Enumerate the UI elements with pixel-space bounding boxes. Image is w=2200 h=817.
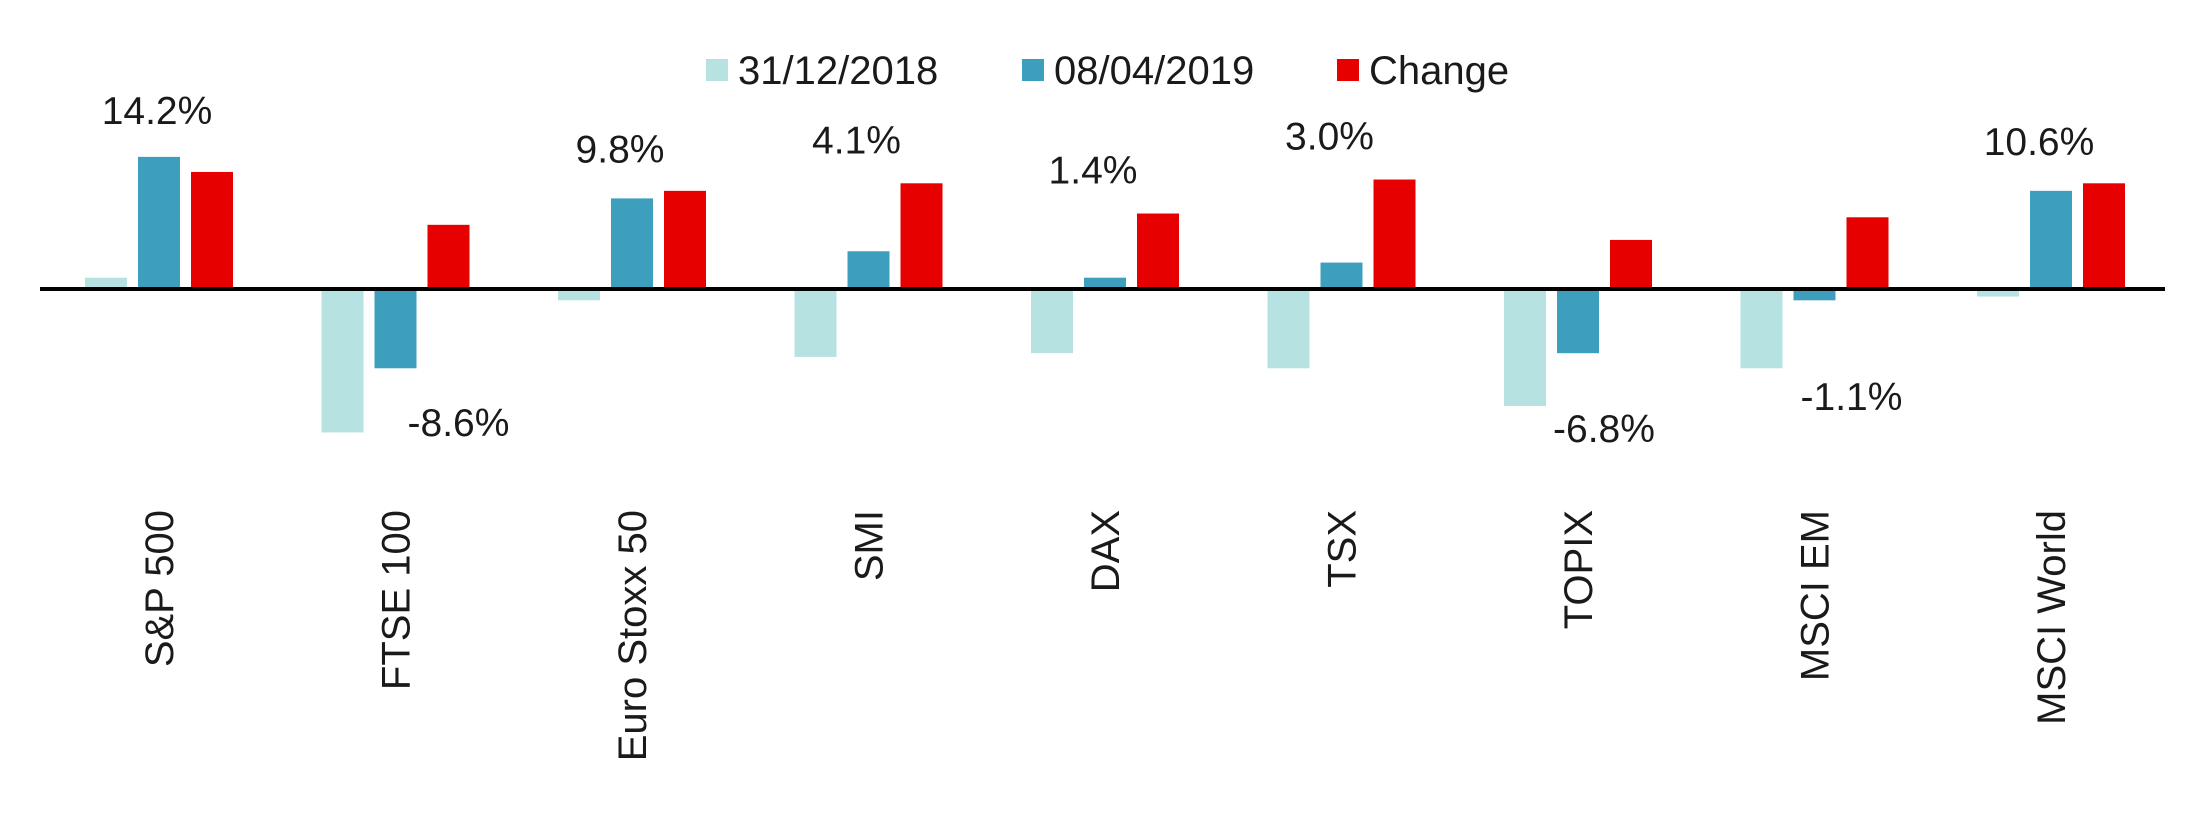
bar-2-3 — [611, 198, 653, 289]
data-label: 1.4% — [1049, 150, 1138, 193]
bar-1-7 — [1504, 289, 1546, 407]
bar-2-2 — [374, 289, 417, 369]
data-label: 14.2% — [102, 90, 213, 133]
data-label: 10.6% — [1984, 121, 2095, 164]
category-label: Euro Stoxx 50 — [611, 510, 655, 761]
bar-1-8 — [1740, 289, 1783, 369]
legend-swatch — [706, 59, 728, 81]
data-label: -6.8% — [1553, 408, 1655, 451]
legend-label: 31/12/2018 — [738, 49, 938, 93]
data-label: -1.1% — [1801, 376, 1903, 419]
bar-1-1 — [85, 277, 127, 289]
bar-3-9 — [2083, 183, 2125, 289]
bar-3-2 — [427, 224, 470, 289]
bar-3-4 — [900, 183, 943, 289]
data-label: 4.1% — [812, 119, 901, 162]
bar-1-9 — [1977, 289, 2019, 297]
legend-label: 08/04/2019 — [1054, 49, 1254, 93]
legend-swatch — [1337, 59, 1359, 81]
bar-2-4 — [847, 251, 890, 289]
category-label: TOPIX — [1557, 510, 1601, 629]
bar-1-6 — [1267, 289, 1310, 369]
data-label: 9.8% — [576, 128, 665, 171]
bar-3-6 — [1373, 179, 1416, 289]
bar-2-9 — [2030, 190, 2072, 289]
bar-2-8 — [1793, 289, 1836, 301]
bar-2-7 — [1557, 289, 1599, 354]
category-label: SMI — [848, 510, 892, 581]
category-label: FTSE 100 — [375, 510, 419, 690]
bar-1-2 — [321, 289, 364, 433]
category-label: MSCI EM — [1794, 510, 1838, 681]
bar-1-4 — [794, 289, 837, 357]
bar-2-5 — [1084, 277, 1126, 289]
category-label: DAX — [1084, 510, 1128, 592]
category-label: MSCI World — [2030, 510, 2074, 725]
category-labels: S&P 500 FTSE 100 Euro Stoxx 50 SMI DAX TSX TOP… — [138, 510, 2074, 761]
bar-1-5 — [1031, 289, 1073, 354]
bar-2-1 — [138, 156, 180, 289]
legend-label: Change — [1369, 49, 1509, 93]
bar-2-6 — [1320, 262, 1363, 289]
bar-3-8 — [1846, 217, 1889, 289]
bar-3-7 — [1610, 239, 1652, 289]
data-label: 3.0% — [1285, 116, 1374, 159]
bars — [85, 156, 2125, 433]
category-label: TSX — [1321, 510, 1365, 588]
data-labels: 14.2% -8.6% 9.8% 4.1% 1.4% 3.0% -6.8% -1.1% 10.6… — [102, 90, 2095, 451]
data-label: -8.6% — [408, 402, 510, 445]
bar-1-3 — [558, 289, 600, 301]
bar-3-5 — [1137, 213, 1179, 289]
bar-3-1 — [191, 171, 233, 289]
bar-3-3 — [664, 190, 706, 289]
legend: 31/12/2018 08/04/2019 Change — [706, 49, 1509, 93]
category-label: S&P 500 — [138, 510, 182, 667]
legend-swatch — [1022, 59, 1044, 81]
